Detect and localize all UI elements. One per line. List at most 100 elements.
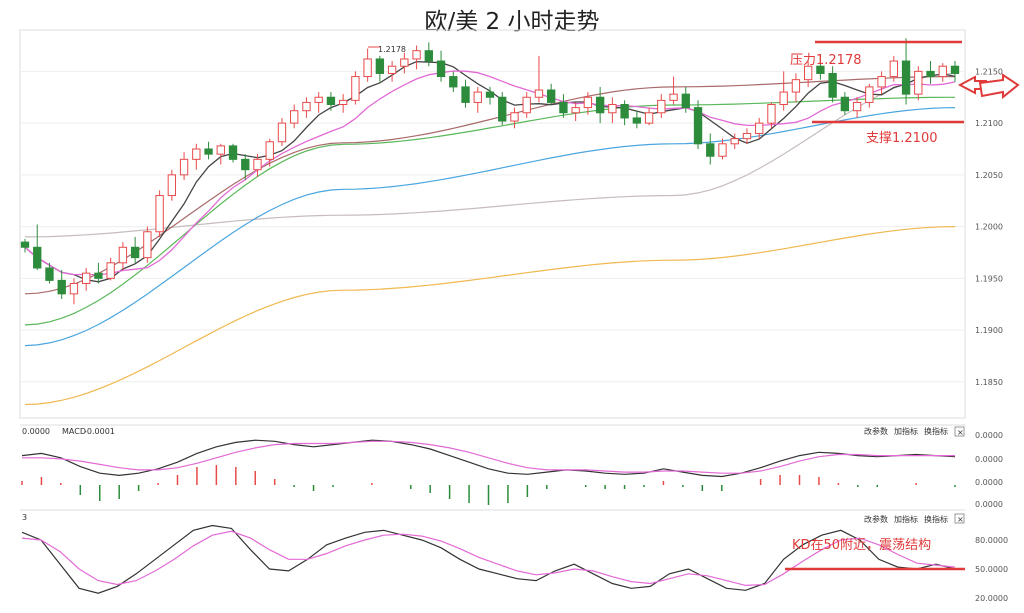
macd-tick-label: 0.0000 xyxy=(975,455,1003,464)
candle xyxy=(938,63,947,82)
candle-body-up xyxy=(510,112,519,122)
candle-body-up xyxy=(118,246,128,264)
candle-body-up xyxy=(106,262,115,279)
candle-body-down xyxy=(94,272,103,279)
candle-body-up xyxy=(302,101,311,112)
candle-body-up xyxy=(412,50,421,60)
ma-line-ma10 xyxy=(24,70,956,276)
macd-button-2: 换指标 xyxy=(924,426,948,436)
annotations-layer: 压力1.2178 支撑1.2100 1.2178 xyxy=(368,40,1020,146)
candle xyxy=(449,71,458,93)
candle-body-down xyxy=(485,91,495,98)
candle xyxy=(351,71,360,105)
main-panel-frame xyxy=(19,29,966,419)
candle-body-up xyxy=(718,143,727,157)
kd-header: 3 xyxy=(22,513,27,522)
candle-body-up xyxy=(167,174,177,197)
candle-body-down xyxy=(950,65,960,74)
candle-body-up xyxy=(669,93,678,101)
candle xyxy=(143,226,152,263)
candle xyxy=(914,66,923,101)
candle-body-up xyxy=(803,65,813,81)
candle xyxy=(816,55,825,80)
candle xyxy=(547,83,556,105)
macd-button-1: 加指标 xyxy=(894,426,918,436)
candle xyxy=(852,97,862,118)
price-tick-label: 1.2100 xyxy=(975,119,1003,128)
candle xyxy=(461,79,470,108)
candle-body-down xyxy=(498,96,507,122)
candle-body-down xyxy=(840,96,850,112)
candle-body-up xyxy=(767,103,776,124)
candle xyxy=(877,71,886,95)
candle-body-down xyxy=(228,145,238,160)
price-tick-label: 1.2000 xyxy=(975,223,1003,232)
close-icon: × xyxy=(957,515,964,524)
candle-body-up xyxy=(69,282,79,295)
candle xyxy=(791,73,801,103)
candle-body-up xyxy=(363,58,372,78)
candle-body-up xyxy=(583,96,593,109)
right-arrow-icon xyxy=(978,73,1020,100)
candle xyxy=(424,42,433,67)
candle-body-down xyxy=(901,60,911,95)
ma-line-ma250 xyxy=(24,226,956,406)
candle-body-down xyxy=(326,96,336,105)
kd-annotation-label: KD在50附近，震荡结构 xyxy=(792,538,931,553)
candle xyxy=(33,224,42,271)
candle-body-down xyxy=(706,143,715,157)
candle-body-down xyxy=(620,103,629,119)
candle xyxy=(889,55,898,82)
candle-body-up xyxy=(914,70,923,95)
candle xyxy=(204,141,213,160)
candle-body-up xyxy=(791,79,801,93)
kd-k-line xyxy=(21,524,956,594)
ma-line-ma60 xyxy=(24,96,955,326)
candle-body-down xyxy=(57,279,66,295)
candle-body-down xyxy=(547,89,556,103)
candle-body-down xyxy=(693,107,703,145)
candle-body-down xyxy=(926,70,935,78)
candle xyxy=(730,133,739,149)
candle xyxy=(216,143,225,165)
close-icon: × xyxy=(957,428,964,437)
candle-body-down xyxy=(204,148,213,155)
candle xyxy=(302,97,311,118)
candle-body-up xyxy=(265,141,274,160)
candle xyxy=(69,278,79,305)
kd-close-button xyxy=(954,513,965,524)
candle xyxy=(400,52,409,74)
candle-body-up xyxy=(657,99,666,114)
candle-body-down xyxy=(424,50,433,62)
candle xyxy=(534,55,544,103)
macd-dif-line xyxy=(21,439,956,478)
candle xyxy=(290,104,299,129)
candle xyxy=(94,262,103,284)
candle xyxy=(950,61,960,82)
candle-body-up xyxy=(314,96,323,103)
candle-body-down xyxy=(559,101,568,114)
candle xyxy=(485,86,495,105)
candle xyxy=(363,48,372,82)
candle xyxy=(326,92,336,111)
moving-average-lines xyxy=(24,61,956,406)
candle xyxy=(167,169,177,201)
kd-d-line xyxy=(21,530,956,587)
candle-body-up xyxy=(730,138,739,145)
candle-body-down xyxy=(681,93,690,109)
candlestick-series xyxy=(20,38,960,305)
candle xyxy=(498,92,507,126)
candle-body-up xyxy=(938,65,947,78)
macd-header-label: MACD xyxy=(62,427,86,436)
candle xyxy=(803,61,813,87)
ma-line-ma20 xyxy=(24,72,956,238)
candle-body-down xyxy=(449,76,458,88)
candle-body-down xyxy=(828,72,837,98)
candle xyxy=(767,102,776,129)
chart-title: 欧/美 2 小时走势 xyxy=(424,9,600,35)
candle xyxy=(608,97,617,124)
candle-body-up xyxy=(155,195,164,233)
candle-body-up xyxy=(387,65,397,74)
macd-tick-label: 0.0000 xyxy=(975,431,1003,440)
candle xyxy=(375,55,385,82)
